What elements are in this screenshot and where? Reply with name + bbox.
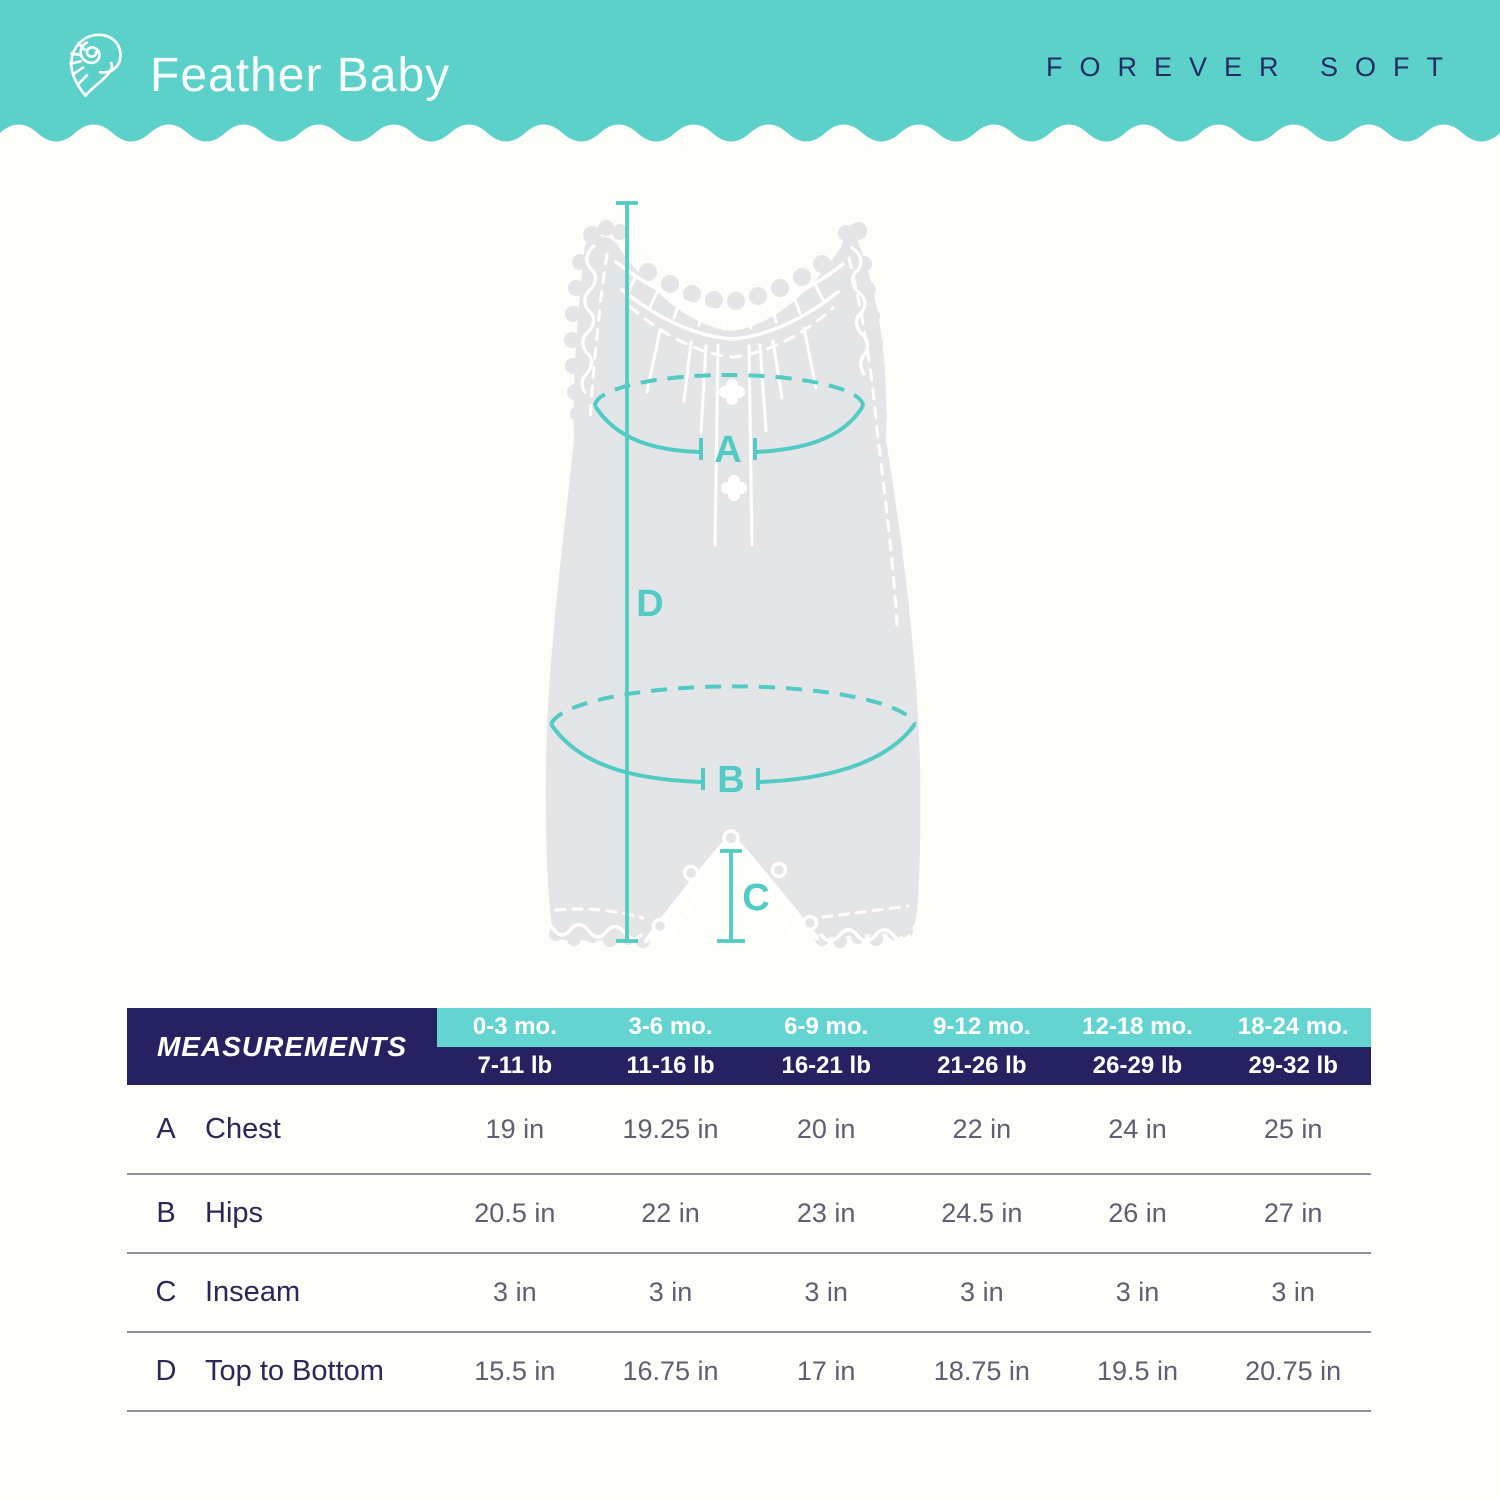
measurement-value: 3 in — [1115, 1277, 1160, 1307]
measurement-value: 23 in — [796, 1198, 856, 1228]
brand-logo-shell-icon — [69, 33, 122, 97]
neckline-stitch-dashed — [628, 305, 835, 359]
measurement-value: 19.25 in — [622, 1113, 719, 1144]
weight-column-header: 7-11 lb — [477, 1051, 553, 1079]
age-column-header: 18-24 mo. — [1237, 1013, 1349, 1041]
left-hem-ruffle — [550, 922, 643, 941]
table-body: A Chest 19 in 19.25 in 20 in 22 in 24 in 25 in B… — [127, 1085, 1371, 1412]
top-to-bottom-measure-line — [616, 201, 638, 943]
table-row: A Chest 19 in 19.25 in 20 in 22 in 24 in 25 in — [127, 1085, 1371, 1175]
weight-column-header: 16-21 lb — [781, 1051, 871, 1079]
brand-tagline: FOREVER SOFT — [1045, 52, 1460, 82]
age-column-header: 12-18 mo. — [1082, 1013, 1193, 1041]
measurement-value: 22 in — [952, 1113, 1012, 1144]
weight-column-header: 26-29 lb — [1092, 1051, 1183, 1079]
header: Feather Baby FOREVER SOFT — [0, 0, 1500, 120]
table-header: MEASUREMENTS 0-3 mo. 3-6 mo. 6-9 mo. 9-12 m… — [127, 1008, 1371, 1085]
crotch-band-outer — [643, 832, 820, 944]
armhole-ruffle-bumps — [564, 254, 887, 424]
weight-column-header: 29-32 lb — [1248, 1051, 1338, 1079]
age-column-header: 3-6 mo. — [628, 1013, 713, 1041]
flower-button — [721, 475, 747, 501]
measurement-value: 20.5 in — [474, 1198, 556, 1228]
size-table: MEASUREMENTS 0-3 mo. 3-6 mo. 6-9 mo. 9-12 m… — [127, 1008, 1371, 1412]
wavy-edge-decoration — [0, 120, 1500, 142]
measurement-value: 3 in — [960, 1277, 1004, 1307]
measurement-value: 3 in — [648, 1277, 693, 1307]
measure-label-a: A — [714, 429, 741, 471]
measurement-value: 15.5 in — [474, 1356, 556, 1386]
table-row: B Hips 20.5 in 22 in 23 in 24.5 in 26 in 27 in — [127, 1175, 1371, 1254]
measure-name: Top to Bottom — [205, 1355, 384, 1387]
garment-white-details — [550, 244, 911, 946]
measurement-value: 20.75 in — [1245, 1356, 1342, 1386]
neckline-ruffle-bumps — [583, 220, 867, 310]
measurement-value: 27 in — [1263, 1198, 1323, 1228]
weight-column-header: 21-26 lb — [937, 1051, 1027, 1079]
flower-button — [719, 379, 745, 405]
measure-label-d: D — [636, 583, 663, 625]
weight-header-row: 7-11 lb 11-16 lb 16-21 lb 21-26 lb 26-29 lb 2… — [437, 1046, 1371, 1085]
hem-ruffle-bumps — [549, 924, 913, 948]
age-column-header: 9-12 mo. — [933, 1013, 1031, 1041]
measurement-value: 26 in — [1108, 1198, 1167, 1228]
table-row: D Top to Bottom 15.5 in 16.75 in 17 in 18.75 … — [127, 1333, 1371, 1412]
measurement-value: 24.5 in — [941, 1198, 1023, 1228]
age-column-header: 0-3 mo. — [472, 1013, 557, 1041]
measurement-value: 16.75 in — [622, 1356, 719, 1386]
measurement-value: 19.5 in — [1096, 1356, 1179, 1386]
hips-measure-ellipse — [549, 684, 917, 790]
measure-label-b: B — [717, 759, 744, 801]
measurement-value: 17 in — [796, 1356, 856, 1386]
age-header-row: 0-3 mo. 3-6 mo. 6-9 mo. 9-12 mo. 12-18 mo. 18… — [437, 1008, 1371, 1047]
measurement-value: 3 in — [493, 1277, 537, 1307]
right-armhole-ruffle — [850, 246, 870, 376]
measurement-value: 25 in — [1263, 1113, 1323, 1144]
chest-measure-ellipse — [593, 373, 865, 460]
measure-letter: D — [155, 1355, 177, 1387]
age-column-header: 6-9 mo. — [784, 1013, 869, 1041]
measure-name: Inseam — [205, 1276, 301, 1308]
left-armhole-ruffle — [580, 244, 598, 394]
crotch-band-inner — [662, 849, 800, 946]
measurement-value: 18.75 in — [933, 1356, 1030, 1386]
measurement-value: 19 in — [485, 1113, 545, 1144]
measure-letter: C — [155, 1276, 177, 1308]
table-row: C Inseam 3 in 3 in 3 in 3 in 3 in 3 in — [127, 1254, 1371, 1333]
measurement-value: 24 in — [1108, 1113, 1167, 1144]
measure-letter: B — [156, 1197, 176, 1229]
snap-buttons — [651, 829, 819, 935]
ruffle-fold-lines — [626, 274, 825, 331]
measurement-value: 3 in — [804, 1277, 848, 1307]
measurements-title-text: MEASUREMENTS — [156, 1030, 407, 1062]
measurements-title: MEASUREMENTS — [127, 1008, 437, 1085]
right-hem-ruffle — [819, 928, 911, 943]
romper-silhouette — [545, 220, 921, 948]
weight-column-header: 11-16 lb — [626, 1051, 715, 1079]
measurement-annotations: D A B C — [549, 201, 917, 943]
inseam-measure-line — [717, 849, 745, 943]
measure-name: Chest — [205, 1112, 281, 1145]
measurement-value: 3 in — [1271, 1277, 1315, 1307]
measure-label-c: C — [742, 877, 769, 919]
gather-lines — [645, 326, 818, 434]
button-placket-lines — [713, 343, 754, 547]
measure-name: Hips — [205, 1197, 264, 1229]
measurement-value: 22 in — [641, 1198, 700, 1228]
measurement-value: 20 in — [796, 1113, 856, 1144]
brand-name: Feather Baby — [150, 49, 451, 102]
measure-letter: A — [156, 1112, 176, 1145]
